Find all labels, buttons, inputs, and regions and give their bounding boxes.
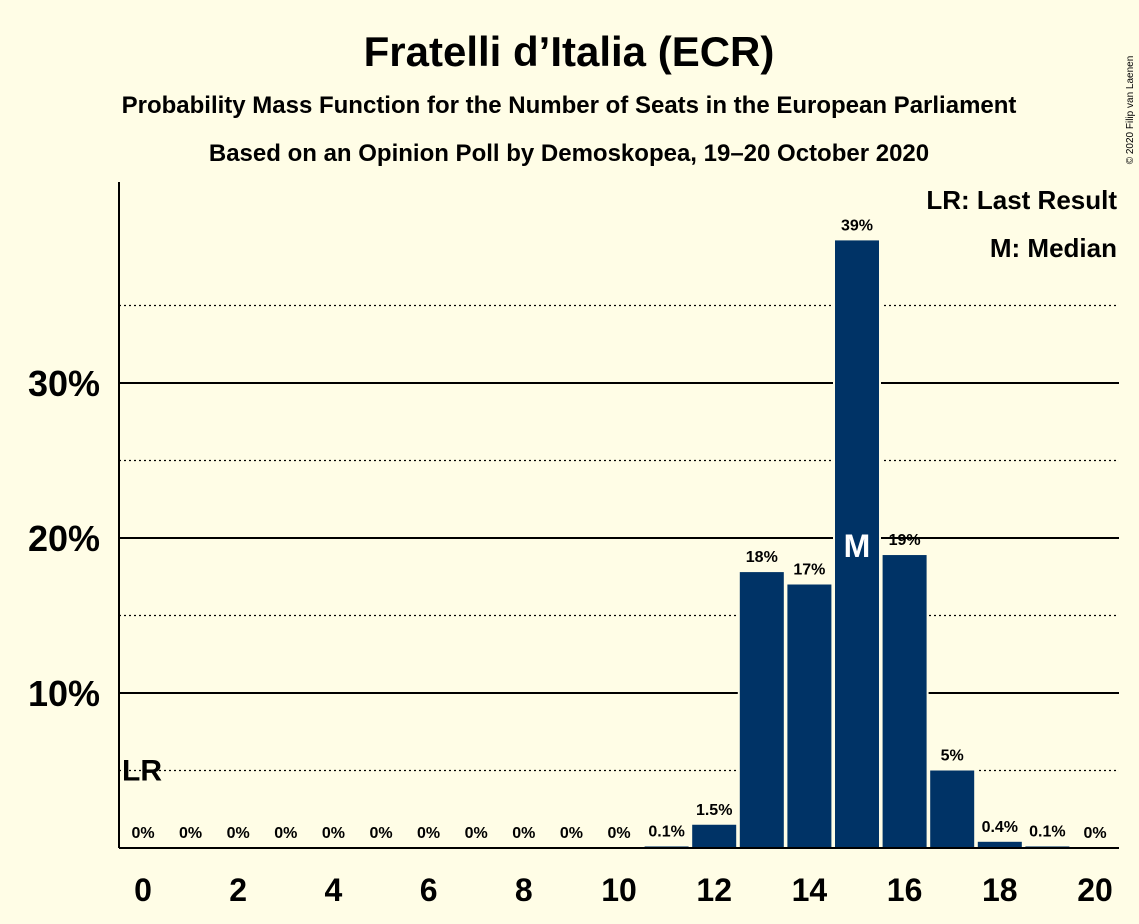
bar (787, 584, 832, 848)
copyright-notice: © 2020 Filip van Laenen (1125, 56, 1136, 165)
gridlines (119, 304, 1119, 772)
data-label: 0% (607, 825, 630, 842)
data-label: 0% (227, 825, 250, 842)
bar-halo (642, 844, 691, 848)
data-label: 39% (841, 217, 873, 234)
y-tick-label: 20% (28, 518, 100, 559)
x-tick-label: 20 (1077, 872, 1113, 908)
data-label: 17% (793, 562, 825, 579)
data-label: 18% (746, 549, 778, 566)
x-tick-label: 8 (515, 872, 533, 908)
x-tick-label: 6 (420, 872, 438, 908)
x-tick-label: 16 (887, 872, 923, 908)
data-label: 0.4% (982, 819, 1018, 836)
x-tick-label: 12 (696, 872, 732, 908)
data-label: 0% (560, 825, 583, 842)
bar (692, 824, 737, 848)
data-label: 19% (889, 532, 921, 549)
data-label: 0% (512, 825, 535, 842)
y-tick-label: 30% (28, 363, 100, 404)
bar-halo (1023, 844, 1072, 848)
y-tick-label: 10% (28, 673, 100, 714)
legend-median: M: Median (990, 233, 1117, 263)
data-label: 0.1% (648, 823, 684, 840)
chart-title: Fratelli d’Italia (ECR) (364, 28, 775, 75)
data-labels: 0% 0% 0% 0% 0% 0% 0% 0% 0% 0% 0% 0.1% 1.5% 18% 17% 39% 1… (122, 217, 1107, 842)
x-tick-label: 10 (601, 872, 637, 908)
data-label: 0.1% (1029, 823, 1065, 840)
data-label: 0% (465, 825, 488, 842)
data-label: 0% (417, 825, 440, 842)
legend-last-result: LR: Last Result (926, 185, 1117, 215)
x-tick-label: 18 (982, 872, 1018, 908)
data-label: 0% (179, 825, 202, 842)
data-label: 5% (941, 748, 964, 765)
data-label: 1.5% (696, 802, 732, 819)
bars (642, 238, 1072, 848)
bar (977, 841, 1022, 848)
bar (739, 572, 784, 848)
data-label: 0% (322, 825, 345, 842)
bar (882, 555, 927, 848)
data-label: 0% (131, 825, 154, 842)
bar (930, 770, 975, 848)
x-tick-label: 4 (325, 872, 343, 908)
data-label: 0% (274, 825, 297, 842)
chart-subtitle-source: Based on an Opinion Poll by Demoskopea, … (209, 140, 929, 167)
data-label: 0% (369, 825, 392, 842)
last-result-marker: LR (122, 755, 162, 788)
x-tick-label: 14 (792, 872, 828, 908)
median-marker: M (844, 528, 871, 564)
axes: 10% 20% 30% 0 2 4 6 8 10 12 14 16 18 20 (28, 182, 1119, 908)
bar (835, 240, 879, 848)
data-label: 0% (1083, 825, 1106, 842)
x-tick-label: 0 (134, 872, 152, 908)
x-tick-label: 2 (229, 872, 247, 908)
chart-subtitle: Probability Mass Function for the Number… (122, 92, 1017, 119)
